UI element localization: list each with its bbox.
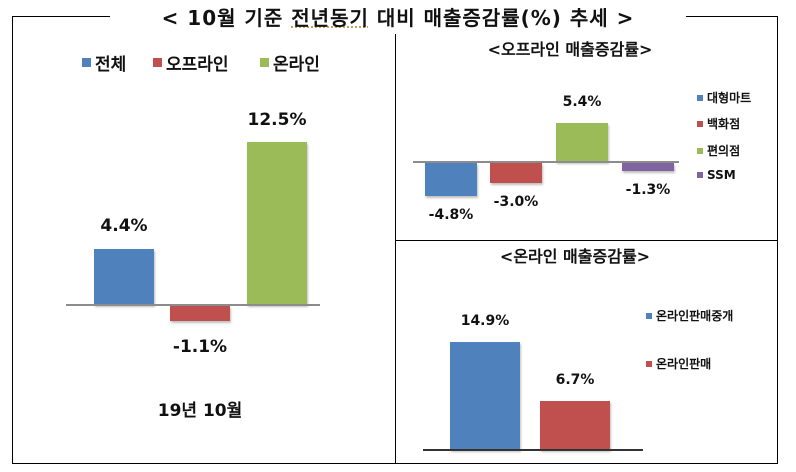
- legend-swatch-purple: [697, 172, 703, 178]
- legend-item-hypermarket: 대형마트: [697, 89, 751, 106]
- value-label-online-retail: 6.7%: [555, 372, 595, 388]
- offline-chart-title: <오프라인 매출증감률>: [487, 40, 653, 59]
- legend-item-ssm: SSM: [697, 168, 736, 182]
- panel-divider-vertical: [395, 34, 396, 464]
- frame-top-left: [12, 16, 110, 17]
- legend-label: 온라인판매: [656, 357, 712, 371]
- page-title: < 10월 기준 전년동기 대비 매출증감률(%) 추세 >: [112, 4, 684, 32]
- value-label-convenience-store: 5.4%: [562, 94, 602, 110]
- bar-department-store: [490, 163, 542, 183]
- legend-label: 오프라인: [166, 55, 229, 75]
- bar-ssm: [622, 163, 674, 171]
- legend-swatch-green: [260, 58, 269, 67]
- legend-item-convenience-store: 편의점: [697, 142, 740, 159]
- legend-swatch-green: [697, 147, 703, 154]
- offline-x-axis: [413, 161, 679, 163]
- bar-hypermarket: [425, 163, 477, 196]
- legend-item-online-retail: 온라인판매: [646, 355, 711, 372]
- x-axis: [66, 304, 320, 306]
- bar-online: [247, 142, 307, 305]
- value-label-online-marketplace: 14.9%: [460, 313, 510, 329]
- legend-item-offline: 오프라인: [153, 50, 229, 75]
- value-label-total: 4.4%: [100, 216, 148, 236]
- title-suffix: 대비 매출증감률(%) 추세 >: [368, 6, 635, 30]
- legend-item-department-store: 백화점: [697, 115, 740, 132]
- online-chart-title: <온라인 매출증감률>: [499, 247, 651, 266]
- value-label-department-store: -3.0%: [493, 194, 539, 210]
- value-label-offline: -1.1%: [172, 337, 228, 357]
- bar-total: [94, 249, 154, 305]
- value-label-ssm: -1.3%: [625, 182, 671, 198]
- bar-convenience-store: [556, 123, 608, 162]
- legend-swatch-blue: [697, 94, 703, 101]
- legend-label: SSM: [707, 168, 736, 182]
- legend-item-online: 온라인: [260, 50, 320, 75]
- legend-item-total: 전체: [82, 50, 126, 75]
- title-prefix: < 10월 기준: [161, 6, 292, 30]
- value-label-online: 12.5%: [247, 110, 307, 130]
- frame-left: [12, 16, 13, 464]
- bar-offline: [170, 306, 230, 321]
- x-axis-label: 19년 10월: [157, 401, 243, 421]
- panel-divider-horizontal: [395, 240, 778, 241]
- legend-label: 온라인판매중개: [656, 309, 734, 323]
- legend-label: 온라인: [273, 55, 320, 75]
- legend-label: 전체: [95, 55, 127, 75]
- bar-online-marketplace: [450, 342, 520, 450]
- legend-swatch-blue: [82, 58, 91, 67]
- online-x-axis: [423, 449, 643, 451]
- value-label-hypermarket: -4.8%: [428, 207, 474, 223]
- legend-label: 편의점: [707, 144, 741, 158]
- legend-label: 대형마트: [707, 91, 752, 105]
- legend-swatch-red: [697, 120, 703, 127]
- legend-swatch-red: [153, 58, 162, 67]
- title-underlined: 전년동기: [291, 6, 369, 30]
- legend-swatch-blue: [646, 312, 652, 319]
- bar-online-retail: [540, 401, 610, 450]
- legend-swatch-red: [646, 360, 652, 367]
- legend-item-online-marketplace: 온라인판매중개: [646, 307, 733, 324]
- legend-label: 백화점: [707, 117, 741, 131]
- frame-top-right: [686, 16, 778, 17]
